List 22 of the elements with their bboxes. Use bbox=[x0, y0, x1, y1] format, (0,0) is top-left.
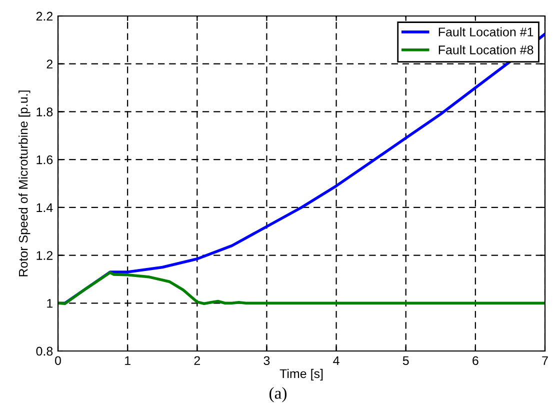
x-tick-label: 7 bbox=[542, 356, 548, 365]
y-tick-label: 2 bbox=[46, 60, 53, 68]
x-tick-label: 1 bbox=[125, 356, 130, 365]
legend-label: Fault Location #8 bbox=[438, 45, 534, 54]
y-tick-label: 1.6 bbox=[36, 155, 53, 164]
y-tick-label: 1 bbox=[47, 299, 53, 308]
y-axis-title: Rotor Speed of Microturbine [p.u.] bbox=[18, 90, 30, 276]
x-tick-label: 4 bbox=[333, 356, 340, 365]
text: (a) bbox=[269, 387, 287, 402]
y-tick-label: 1.4 bbox=[36, 203, 53, 212]
legend-label: Fault Location #1 bbox=[438, 27, 534, 36]
y-tick-label: 2.2 bbox=[36, 12, 53, 21]
y-tick-label: 0.8 bbox=[36, 346, 53, 356]
x-tick-label: 3 bbox=[264, 356, 270, 366]
x-tick-label: 0 bbox=[55, 356, 61, 366]
y-tick-label: 1.8 bbox=[36, 108, 53, 116]
x-tick-label: 5 bbox=[402, 356, 409, 366]
x-axis-title: Time [s] bbox=[280, 368, 323, 381]
x-tick-label: 2 bbox=[194, 356, 200, 365]
x-tick-label: 6 bbox=[472, 356, 478, 366]
line-series bbox=[58, 271, 545, 306]
y-tick-label: 1.2 bbox=[36, 251, 53, 260]
